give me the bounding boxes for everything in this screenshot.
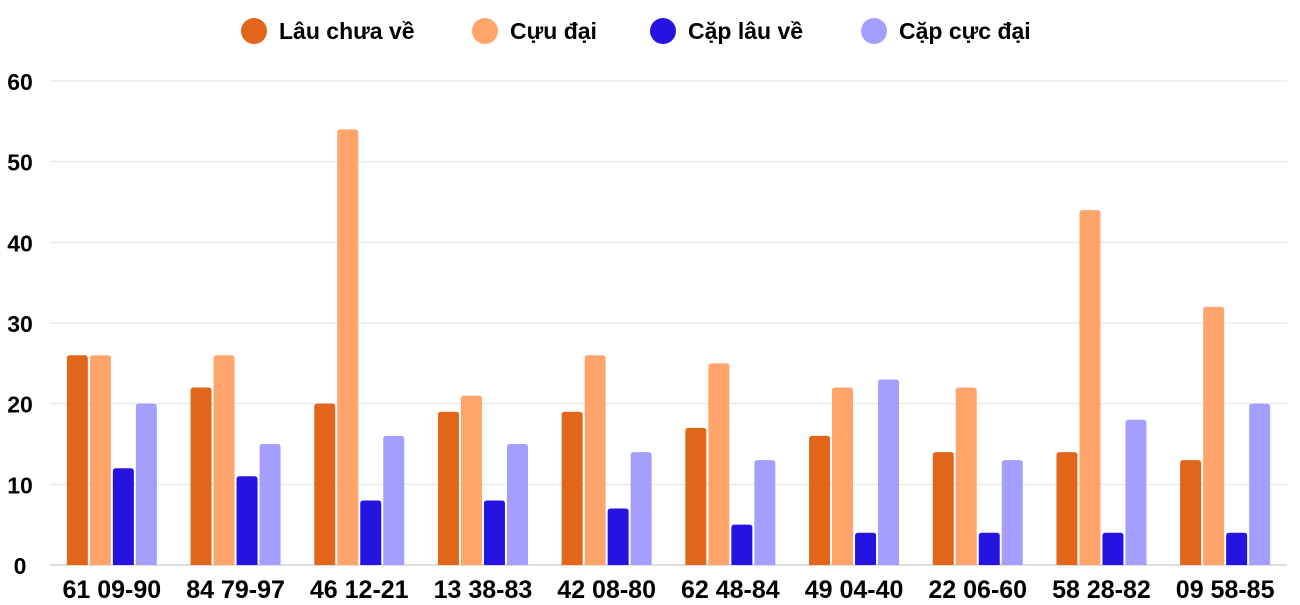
bar [731,524,753,565]
bar [213,355,235,565]
bar [978,532,1000,565]
x-tick-label: 46 12-21 [310,576,409,600]
legend-marker [861,18,887,44]
y-tick-label: 50 [7,150,33,176]
x-tick-label: 84 79-97 [186,576,285,600]
bar [855,532,877,565]
bar [437,411,459,565]
bar [1001,460,1023,565]
bars [66,129,1271,566]
bar [1203,306,1225,565]
bar [1056,452,1078,565]
bar [1180,460,1202,565]
legend-label: Cặp lâu về [688,18,803,44]
gridlines [50,80,1287,566]
legend: Lâu chưa về Cựu đại Cặp lâu về Cặp cực đại [241,18,1031,44]
y-tick-label: 40 [7,230,33,256]
legend-marker [472,18,498,44]
x-tick-label: 49 04-40 [805,576,904,600]
bar [236,476,258,565]
x-tick-label: 13 38-83 [434,576,533,600]
x-tick-label: 58 28-82 [1052,576,1151,600]
bar [314,403,336,565]
y-tick-label: 20 [7,392,33,418]
x-tick-label: 62 48-84 [681,576,780,600]
bar [112,468,134,565]
x-tick-label: 42 08-80 [557,576,656,600]
bar [190,387,212,565]
y-tick-label: 10 [7,472,33,498]
bar [259,444,281,565]
bar [584,355,606,565]
bar [506,444,528,565]
bar [383,435,405,565]
bar [832,387,854,565]
bar [135,403,157,565]
x-tick-label: 22 06-60 [928,576,1027,600]
bar [809,435,831,565]
x-axis-ticks: 61 09-90 84 79-97 46 12-21 13 38-83 42 08-80… [62,576,1275,604]
bar [607,508,629,565]
bar [1125,419,1147,565]
legend-marker [650,18,676,44]
bar [66,355,88,565]
y-tick-label: 30 [7,311,33,337]
bar [1102,532,1124,565]
x-tick-label: 61 09-90 [62,576,161,600]
bar [1226,532,1248,565]
bar [460,395,482,565]
legend-label: Cặp cực đại [899,18,1031,44]
bar [561,411,583,565]
bar [955,387,977,565]
bar [878,379,900,565]
bar [1249,403,1271,565]
x-tick-label: 09 58-85 [1176,576,1275,600]
bar [337,129,359,565]
bar [754,460,776,565]
legend-marker [241,18,267,44]
bar [932,452,954,565]
legend-label: Lâu chưa về [279,18,415,44]
y-tick-label: 60 [7,69,33,95]
bar [483,500,505,565]
bar [1079,210,1101,566]
bar [89,355,111,565]
bar [685,427,707,565]
y-axis-ticks: 0 10 20 30 40 50 60 [7,69,33,579]
bar [360,500,382,565]
bar [708,363,730,565]
legend-label: Cựu đại [510,18,597,44]
y-tick-label: 0 [14,553,27,579]
bar [630,452,652,565]
